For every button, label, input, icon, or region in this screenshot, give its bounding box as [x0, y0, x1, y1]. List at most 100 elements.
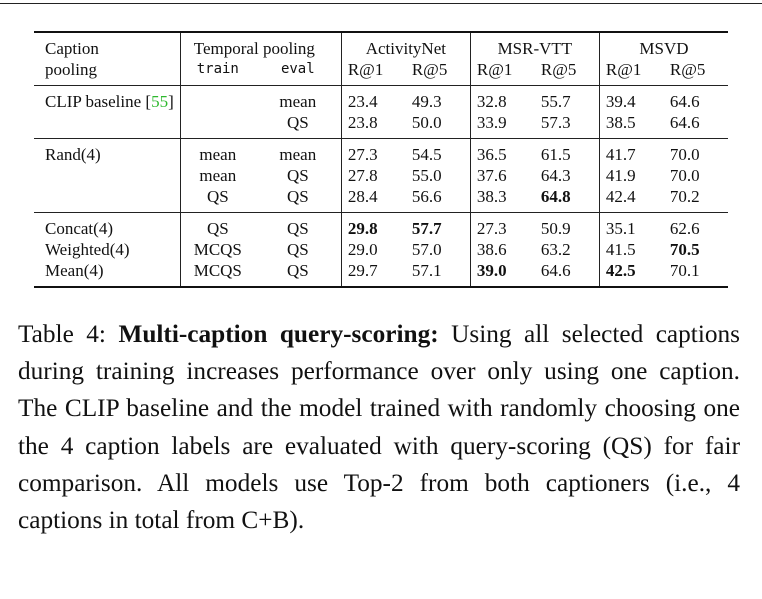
- table-row: Rand(4) mean mean 27.3 54.5 36.5 61.5 41…: [34, 138, 728, 213]
- cell-value: 63.2: [540, 240, 571, 259]
- header-temporal-pooling: Temporal pooling: [179, 31, 342, 59]
- header-metric: R@5: [411, 60, 448, 79]
- cell-value: 57.1: [405, 260, 471, 288]
- cell-value: 62.6: [663, 212, 728, 239]
- cell-value-best: 39.0: [469, 260, 535, 288]
- cell-value: 41.7: [598, 138, 664, 165]
- cell-eval: mean: [254, 85, 342, 112]
- cell-eval: QS: [254, 212, 342, 239]
- cell-value: 64.6: [534, 260, 600, 288]
- table-caption: Table 4: Multi-caption query-scoring: Us…: [18, 316, 740, 539]
- table-row: Concat(4) QS QS 29.8 57.7 27.3 50.9 35.1…: [34, 212, 728, 239]
- row-label-mean: Mean(4): [34, 260, 181, 288]
- cell-value-best: 57.7: [405, 212, 471, 239]
- caption-text: Using all selected captions during train…: [18, 320, 740, 535]
- table-row: Mean(4) MCQS QS 29.7 57.1 39.0 64.6 42.5…: [34, 260, 728, 288]
- cell-value: 42.4: [598, 186, 664, 213]
- cell-value: 38.3: [469, 186, 535, 213]
- cell-value: 57.3: [540, 113, 571, 132]
- cell-train: MCQS: [179, 260, 255, 288]
- cell-eval: QS: [254, 260, 342, 288]
- cell-value: 41.9: [598, 165, 664, 186]
- header-caption-pooling-2: pooling: [45, 60, 97, 79]
- header-eval: eval: [280, 61, 315, 77]
- cell-value: 39.4: [598, 85, 664, 112]
- header-metric: R@5: [540, 60, 577, 79]
- cell-value: 50.0: [411, 113, 442, 132]
- header-row-1: Caption Temporal pooling ActivityNet MSR…: [34, 31, 728, 59]
- cell-train: [179, 112, 255, 139]
- cell-train: MCQS: [179, 239, 255, 260]
- cell-eval: mean: [254, 138, 342, 165]
- cell-value: 27.8: [340, 165, 406, 186]
- cell-value: 55.7: [534, 85, 600, 112]
- cell-eval: QS: [286, 166, 309, 185]
- cell-value: 70.2: [669, 187, 700, 206]
- header-row-2: pooling train eval R@1 R@5 R@1 R@5 R@1 R…: [34, 59, 728, 86]
- table-row: Weighted(4) MCQS QS 29.0 57.0 38.6 63.2 …: [34, 239, 728, 260]
- header-dataset-msrvtt: MSR-VTT: [469, 31, 600, 59]
- caption-title: Multi-caption query-scoring:: [118, 320, 439, 348]
- cell-value: 23.4: [340, 85, 406, 112]
- cell-value: 37.6: [469, 165, 535, 186]
- cell-eval: QS: [286, 113, 309, 132]
- cell-value: 28.4: [340, 186, 406, 213]
- cell-value: 33.9: [469, 112, 535, 139]
- caption-label: Table 4:: [18, 320, 106, 348]
- cell-value: 55.0: [411, 166, 442, 185]
- cell-value-best: 64.8: [540, 187, 571, 206]
- cell-value: 70.0: [669, 166, 700, 185]
- cell-value: 23.8: [340, 112, 406, 139]
- cell-train: QS: [179, 212, 255, 239]
- header-metric: R@1: [469, 59, 535, 86]
- table-row: CLIP baseline [55] mean 23.4 49.3 32.8 5…: [34, 85, 728, 139]
- citation-close: ]: [168, 92, 174, 111]
- header-dataset-activitynet: ActivityNet: [340, 31, 471, 59]
- citation-link[interactable]: 55: [151, 92, 169, 111]
- row-label-rand: Rand(4): [34, 138, 181, 213]
- header-metric: R@1: [598, 59, 664, 86]
- cell-train: [179, 85, 255, 112]
- cell-value: 29.0: [340, 239, 406, 260]
- table-row: mean QS 27.8 55.0 37.6 64.3 41.9 70.0: [34, 165, 728, 186]
- cell-value: 32.8: [469, 85, 535, 112]
- cell-value: 54.5: [405, 138, 471, 165]
- header-metric: R@1: [340, 59, 406, 86]
- cell-value: 64.6: [663, 85, 728, 112]
- cell-value: 57.0: [411, 240, 442, 259]
- cell-value-best: 70.5: [669, 240, 700, 259]
- cell-value: 64.6: [669, 113, 700, 132]
- header-caption-pooling: Caption: [34, 31, 181, 59]
- page-top-rule: [0, 3, 762, 4]
- cell-value: 38.6: [469, 239, 535, 260]
- clip-label: CLIP baseline: [45, 92, 142, 111]
- cell-value: 41.5: [598, 239, 664, 260]
- cell-value: 29.7: [340, 260, 406, 288]
- row-label-clip: CLIP baseline [55]: [34, 85, 181, 139]
- header-dataset-msvd: MSVD: [598, 31, 728, 59]
- cell-value: 61.5: [534, 138, 600, 165]
- cell-train: mean: [179, 165, 255, 186]
- results-table: Caption Temporal pooling ActivityNet MSR…: [34, 31, 728, 288]
- cell-value: 27.3: [469, 212, 535, 239]
- cell-eval: QS: [286, 240, 309, 259]
- cell-value: 49.3: [405, 85, 471, 112]
- cell-train: QS: [179, 186, 255, 213]
- table-row: QS QS 28.4 56.6 38.3 64.8 42.4 70.2: [34, 186, 728, 213]
- cell-value: 38.5: [598, 112, 664, 139]
- cell-value: 35.1: [598, 212, 664, 239]
- row-label-weighted: Weighted(4): [45, 240, 130, 259]
- cell-eval: QS: [286, 187, 309, 206]
- cell-value: 70.0: [663, 138, 728, 165]
- cell-value: 50.9: [534, 212, 600, 239]
- cell-value: 27.3: [340, 138, 406, 165]
- cell-value: 70.1: [663, 260, 728, 288]
- cell-value: 56.6: [411, 187, 442, 206]
- cell-value-best: 29.8: [340, 212, 406, 239]
- table-row: QS 23.8 50.0 33.9 57.3 38.5 64.6: [34, 112, 728, 139]
- row-label-concat: Concat(4): [34, 212, 181, 239]
- header-train: train: [179, 59, 255, 86]
- citation-open: [: [145, 92, 152, 111]
- cell-value-best: 42.5: [598, 260, 664, 288]
- cell-value: 64.3: [540, 166, 571, 185]
